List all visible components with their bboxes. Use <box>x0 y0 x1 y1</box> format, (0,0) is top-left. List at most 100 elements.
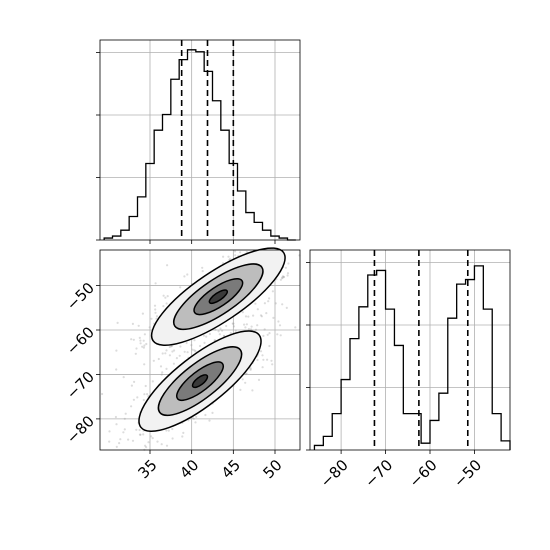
sample-point <box>141 345 144 348</box>
sample-point <box>241 378 244 381</box>
sample-point <box>186 273 189 276</box>
sample-point <box>139 339 142 342</box>
sample-point <box>148 326 151 329</box>
sample-point <box>130 384 133 387</box>
sample-point <box>278 324 282 327</box>
sample-point <box>256 358 259 362</box>
sample-point <box>168 345 171 349</box>
sample-point <box>272 316 275 319</box>
contour-line <box>193 278 244 316</box>
sample-point <box>165 349 168 352</box>
sample-point <box>249 367 252 370</box>
sample-point <box>294 326 297 329</box>
sample-point <box>261 366 264 369</box>
sample-point <box>204 413 207 417</box>
sample-point <box>135 347 138 350</box>
sample-point <box>201 266 204 269</box>
panel-frame <box>309 249 511 451</box>
sample-point <box>267 300 270 303</box>
sample-point <box>131 322 134 325</box>
contour-line <box>173 263 264 331</box>
sample-point <box>268 332 271 335</box>
sample-point <box>287 262 290 265</box>
sample-point <box>211 411 214 414</box>
sample-point <box>131 439 135 442</box>
sample-point <box>245 323 248 326</box>
sample-point <box>249 328 253 331</box>
x-tick-label: 35 <box>135 456 161 482</box>
sample-point <box>119 438 122 441</box>
sample-point <box>130 338 133 341</box>
sample-point <box>183 275 186 278</box>
sample-point <box>153 304 157 307</box>
sample-point <box>161 352 164 355</box>
sample-point <box>157 357 160 361</box>
sample-point <box>282 276 285 279</box>
sample-point <box>155 315 159 318</box>
sample-point <box>208 332 211 336</box>
sample-point <box>138 428 141 432</box>
sample-point <box>118 442 121 445</box>
sample-point <box>147 441 150 444</box>
sample-point <box>155 317 158 320</box>
sample-point <box>122 431 125 434</box>
sample-point <box>137 324 140 327</box>
sample-point <box>249 368 252 371</box>
sample-point <box>145 446 148 449</box>
sample-point <box>132 398 135 401</box>
sample-point <box>142 398 145 402</box>
sample-point <box>232 325 236 328</box>
contour-line <box>138 330 262 432</box>
density-fill <box>192 374 208 388</box>
sample-point <box>179 286 182 289</box>
sample-point <box>108 440 111 443</box>
sample-point <box>165 429 168 432</box>
sample-point <box>171 437 174 440</box>
sample-point <box>179 345 182 348</box>
sample-point <box>166 264 169 267</box>
sample-point <box>130 405 133 408</box>
sample-point <box>222 255 225 258</box>
sample-point <box>225 324 228 328</box>
sample-point <box>190 344 193 347</box>
sample-point <box>213 339 216 342</box>
sample-point <box>214 328 217 331</box>
sample-point <box>150 317 153 320</box>
marginal-histogram-x <box>96 39 301 244</box>
sample-point <box>244 373 247 376</box>
sample-point <box>182 431 185 434</box>
sample-point <box>192 417 195 420</box>
sample-point <box>115 349 118 352</box>
sample-point <box>243 323 246 326</box>
sample-point <box>256 324 259 327</box>
sample-point <box>202 334 206 337</box>
sample-point <box>232 322 235 325</box>
sample-point <box>154 311 157 314</box>
sample-point <box>233 250 237 253</box>
sample-point <box>281 277 284 280</box>
x-tick-label: 40 <box>176 456 202 482</box>
sample-point <box>205 335 208 338</box>
sample-point <box>247 327 250 331</box>
sample-point <box>259 314 263 317</box>
sample-point <box>217 330 220 333</box>
sample-point <box>114 415 117 419</box>
sample-point <box>151 380 154 383</box>
sample-point <box>132 338 135 341</box>
sample-point <box>194 350 197 353</box>
sample-point <box>170 345 173 348</box>
y-tick-label: −50 <box>63 279 98 314</box>
sample-point <box>116 321 119 324</box>
sample-point <box>186 351 189 354</box>
y-tick-label: −80 <box>63 412 98 447</box>
sample-point <box>244 381 247 384</box>
sample-point <box>193 339 196 342</box>
sample-point <box>166 295 169 298</box>
sample-point <box>221 329 224 332</box>
histogram-steps <box>313 265 511 450</box>
sample-point <box>276 333 279 336</box>
sample-point <box>142 346 145 349</box>
sample-point <box>279 334 282 337</box>
sample-point <box>191 348 194 351</box>
